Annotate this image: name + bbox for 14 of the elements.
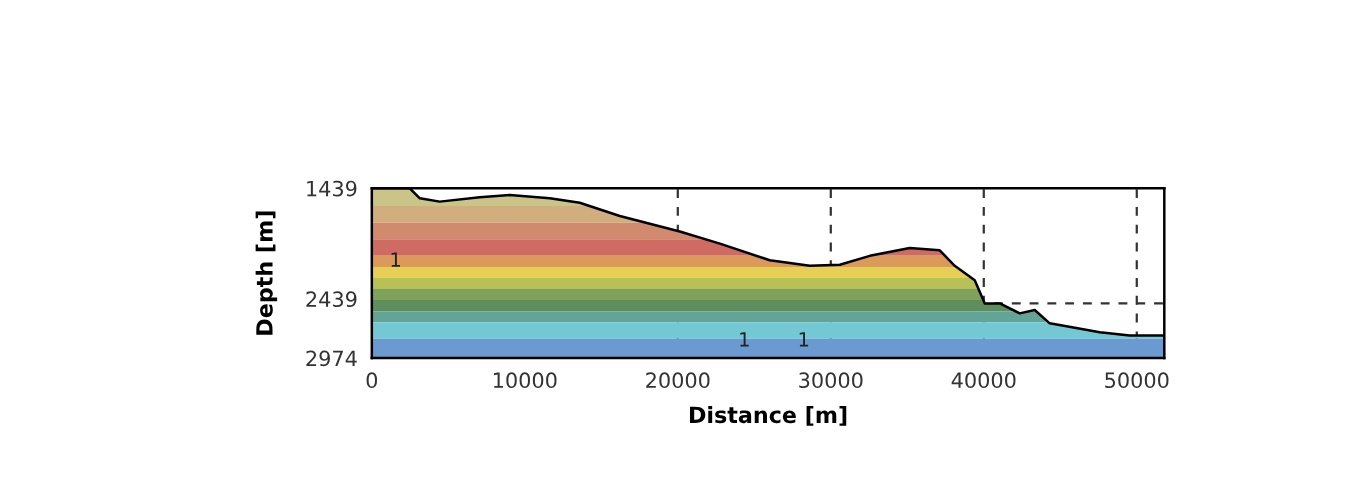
x-tick-label: 50000 xyxy=(1105,372,1169,389)
x-tick-label: 20000 xyxy=(646,372,710,389)
x-tick-label: 0 xyxy=(366,372,378,389)
annotation: 1 xyxy=(740,332,749,347)
y-tick-label: 1439 xyxy=(307,180,357,197)
y-tick-label: 2439 xyxy=(306,291,357,308)
y-axis-title: Depth [m] xyxy=(255,211,278,335)
annotation: 1 xyxy=(799,332,809,347)
x-tick-label: 10000 xyxy=(493,372,557,389)
x-axis-title: Distance [m] xyxy=(690,406,847,426)
x-tick-label: 30000 xyxy=(799,372,863,389)
x-tick-label: 40000 xyxy=(951,372,1016,389)
y-tick-label: 2974 xyxy=(306,350,357,367)
annotation: 1 xyxy=(391,252,400,267)
